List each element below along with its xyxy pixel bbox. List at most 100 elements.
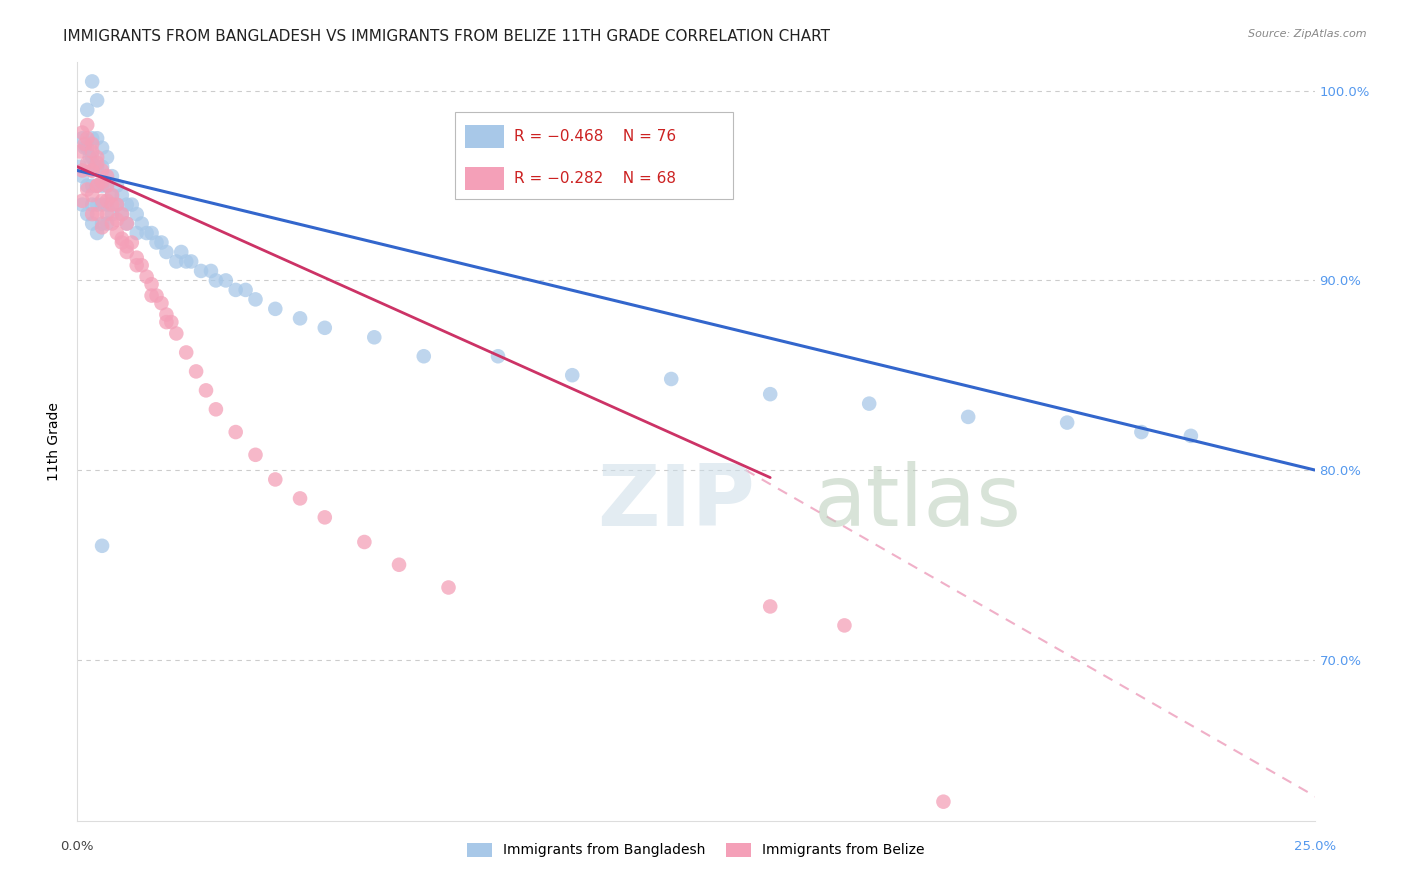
Point bbox=[69, 160, 91, 174]
Point bbox=[96, 169, 118, 184]
Point bbox=[145, 288, 167, 302]
Point bbox=[105, 212, 128, 227]
Point bbox=[141, 277, 163, 292]
Point bbox=[101, 207, 124, 221]
Point bbox=[288, 491, 311, 506]
Y-axis label: 11th Grade: 11th Grade bbox=[48, 402, 62, 481]
Text: 25.0%: 25.0% bbox=[1294, 839, 1336, 853]
Point bbox=[932, 795, 955, 809]
Point bbox=[160, 315, 183, 329]
Point bbox=[76, 103, 98, 117]
Point bbox=[412, 349, 434, 363]
Point bbox=[200, 264, 222, 278]
Point bbox=[72, 197, 94, 211]
Point bbox=[86, 178, 108, 193]
Point bbox=[195, 384, 218, 398]
Point bbox=[115, 239, 138, 253]
Point bbox=[96, 194, 118, 208]
Point bbox=[155, 244, 177, 259]
Point bbox=[264, 473, 287, 487]
Point bbox=[86, 178, 108, 193]
Point bbox=[135, 269, 157, 284]
FancyBboxPatch shape bbox=[464, 167, 505, 190]
Point bbox=[1180, 429, 1202, 443]
Text: R = −0.468    N = 76: R = −0.468 N = 76 bbox=[515, 129, 676, 145]
Point bbox=[91, 178, 114, 193]
Point bbox=[174, 345, 197, 359]
Point bbox=[155, 308, 177, 322]
Point bbox=[174, 254, 197, 268]
Point bbox=[125, 226, 148, 240]
Text: R = −0.282    N = 68: R = −0.282 N = 68 bbox=[515, 171, 676, 186]
Point bbox=[91, 160, 114, 174]
Point bbox=[105, 197, 128, 211]
Point bbox=[86, 156, 108, 170]
Point bbox=[72, 163, 94, 178]
Point bbox=[76, 178, 98, 193]
Point bbox=[76, 156, 98, 170]
Point bbox=[76, 131, 98, 145]
Point bbox=[155, 315, 177, 329]
Point bbox=[86, 160, 108, 174]
Point bbox=[486, 349, 509, 363]
Point bbox=[245, 293, 267, 307]
Point bbox=[86, 150, 108, 164]
Point bbox=[125, 251, 148, 265]
Point bbox=[388, 558, 411, 572]
Text: IMMIGRANTS FROM BANGLADESH VS IMMIGRANTS FROM BELIZE 11TH GRADE CORRELATION CHAR: IMMIGRANTS FROM BANGLADESH VS IMMIGRANTS… bbox=[63, 29, 831, 44]
Point bbox=[1130, 425, 1153, 439]
Point bbox=[205, 402, 228, 417]
Point bbox=[141, 288, 163, 302]
Point bbox=[101, 197, 124, 211]
Point bbox=[91, 197, 114, 211]
Point bbox=[170, 244, 193, 259]
Point bbox=[91, 539, 114, 553]
Point bbox=[115, 197, 138, 211]
Point bbox=[225, 283, 247, 297]
Point bbox=[82, 74, 104, 88]
Point bbox=[76, 207, 98, 221]
Point bbox=[115, 244, 138, 259]
Point bbox=[96, 197, 118, 211]
Point bbox=[105, 197, 128, 211]
Point bbox=[105, 178, 128, 193]
Point bbox=[101, 169, 124, 184]
Point bbox=[105, 226, 128, 240]
Point bbox=[245, 448, 267, 462]
Point bbox=[111, 232, 134, 246]
Point bbox=[180, 254, 202, 268]
Point bbox=[79, 150, 101, 164]
Point bbox=[91, 141, 114, 155]
Point bbox=[82, 145, 104, 159]
Point bbox=[86, 197, 108, 211]
Point bbox=[111, 235, 134, 250]
Point bbox=[91, 175, 114, 189]
Point bbox=[82, 150, 104, 164]
Point bbox=[145, 235, 167, 250]
Point bbox=[91, 163, 114, 178]
Point bbox=[72, 126, 94, 140]
Point bbox=[131, 258, 153, 272]
Text: ZIP: ZIP bbox=[598, 460, 755, 544]
Point bbox=[125, 207, 148, 221]
Point bbox=[86, 226, 108, 240]
Point bbox=[86, 207, 108, 221]
Point bbox=[131, 217, 153, 231]
Point bbox=[437, 581, 460, 595]
Point bbox=[82, 131, 104, 145]
Point bbox=[353, 535, 375, 549]
Text: 0.0%: 0.0% bbox=[60, 839, 94, 853]
Point bbox=[101, 188, 124, 202]
Point bbox=[659, 372, 682, 386]
Point bbox=[82, 163, 104, 178]
Point bbox=[86, 93, 108, 107]
Point bbox=[82, 163, 104, 178]
Point bbox=[858, 397, 880, 411]
Text: Source: ZipAtlas.com: Source: ZipAtlas.com bbox=[1249, 29, 1367, 38]
Point bbox=[82, 207, 104, 221]
FancyBboxPatch shape bbox=[464, 126, 505, 148]
Point bbox=[82, 178, 104, 193]
Point bbox=[69, 145, 91, 159]
Point bbox=[76, 118, 98, 132]
Point bbox=[73, 141, 96, 155]
